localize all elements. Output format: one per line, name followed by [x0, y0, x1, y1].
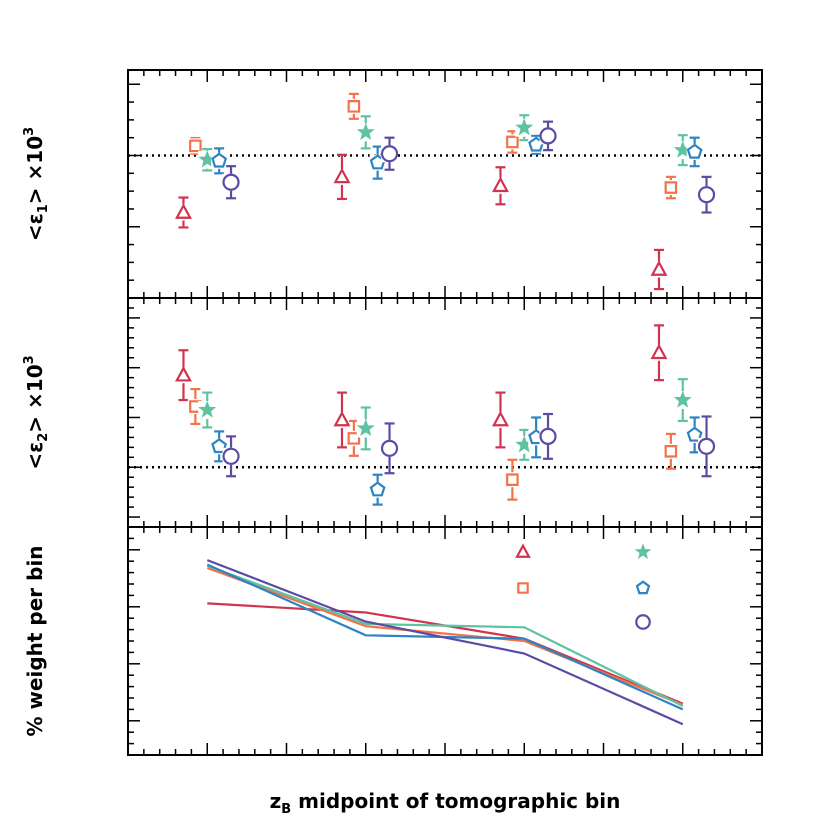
data-point-gs [697, 186, 716, 204]
data-point-g23 [686, 143, 703, 159]
marker-bg [504, 134, 520, 150]
data-point-g23 [211, 152, 228, 168]
data-point-g23 [686, 426, 703, 442]
label-part: 3 [22, 127, 37, 136]
data-point-g15 [515, 118, 534, 136]
panel-middle: <ε2> ×103 [22, 297, 763, 528]
legend-marker-g15 [634, 543, 652, 559]
data-point-g12 [664, 445, 678, 458]
marker-bg [381, 439, 399, 457]
marker-bg [492, 177, 509, 194]
marker-bg [333, 411, 350, 428]
marker-bg [698, 186, 716, 204]
data-point-gs [539, 127, 557, 145]
data-point-gs [697, 437, 716, 455]
series-g12 [187, 92, 679, 200]
label-part: > ×10 [23, 364, 47, 432]
marker-bg [187, 138, 203, 154]
data-point-g12 [664, 181, 678, 194]
series-gs [222, 120, 716, 214]
label-part: z [270, 789, 282, 813]
marker-bg [333, 168, 350, 185]
panel-top: <ε1> ×103 [22, 69, 763, 299]
data-point-g9 [650, 343, 668, 360]
legend-marker-g23 [635, 580, 651, 595]
marker-bg [539, 127, 557, 145]
panel-frame [127, 526, 763, 756]
series-g23 [211, 416, 703, 506]
marker-bg [346, 98, 362, 114]
series-g9 [174, 324, 668, 449]
label-part: 3 [22, 355, 37, 364]
series-g23 [211, 134, 703, 180]
legend-marker-g9 [515, 543, 531, 558]
marker-bg [539, 427, 557, 445]
marker-bg [504, 472, 520, 488]
panel-frame [127, 297, 763, 528]
data-point-g15 [356, 122, 375, 140]
marker-bg [175, 204, 192, 221]
data-point-gs [222, 447, 240, 465]
marker-bg [175, 367, 192, 384]
series-g15 [198, 378, 692, 461]
marker-bg [222, 447, 240, 465]
data-point-g23 [211, 437, 228, 454]
data-point-g12 [347, 100, 361, 113]
data-point-gs [222, 173, 240, 191]
label-part: midpoint of tomographic bin [291, 789, 620, 813]
data-point-g12 [347, 432, 361, 445]
marker-bg [222, 173, 240, 191]
marker-bg [492, 411, 509, 428]
data-point-g9 [333, 410, 351, 427]
label-part: <ε [23, 213, 47, 241]
marker-bg [381, 145, 399, 163]
line-gs [206, 559, 684, 726]
data-point-g9 [491, 176, 509, 193]
data-point-gs [380, 145, 399, 163]
data-point-g9 [174, 203, 192, 219]
data-point-g12 [506, 135, 519, 149]
series-g12 [187, 388, 679, 501]
data-point-g15 [673, 390, 692, 408]
panel-bottom: % weight per bin zB midpoint of tomograph… [23, 526, 763, 817]
data-point-g9 [333, 167, 351, 184]
legend-marker-g12 [517, 582, 529, 594]
data-point-gs [380, 439, 399, 457]
marker-bg [650, 344, 667, 361]
x-axis-label: zB midpoint of tomographic bin [270, 789, 621, 817]
marker-bg [663, 443, 679, 459]
y-axis-label: <ε1> ×103 [22, 127, 51, 241]
marker-bg [650, 261, 667, 278]
label-part: <ε [23, 442, 47, 470]
marker-bg [663, 180, 679, 196]
label-part: B [281, 802, 291, 817]
data-point-g9 [650, 260, 668, 276]
legend-marker-gs [635, 614, 651, 630]
data-point-g15 [198, 400, 217, 418]
series-g15 [198, 114, 692, 172]
y-axis-label: <ε2> ×103 [22, 355, 51, 469]
data-point-g9 [174, 365, 192, 382]
line-g9 [207, 602, 684, 705]
label-part: 1 [36, 204, 51, 213]
y-axis-label: % weight per bin [23, 545, 47, 736]
data-point-g15 [356, 418, 375, 437]
marker-bg [698, 437, 716, 455]
data-point-gs [539, 427, 557, 445]
data-point-g9 [491, 410, 509, 427]
label-part: % weight per bin [23, 545, 47, 736]
series-g9 [174, 153, 668, 291]
data-point-g23 [369, 481, 386, 497]
label-part: 2 [36, 433, 51, 442]
series-gs [222, 412, 716, 478]
label-part: > ×10 [23, 136, 47, 204]
line-g15 [206, 564, 684, 707]
data-point-g12 [506, 473, 519, 487]
legend [515, 543, 652, 630]
